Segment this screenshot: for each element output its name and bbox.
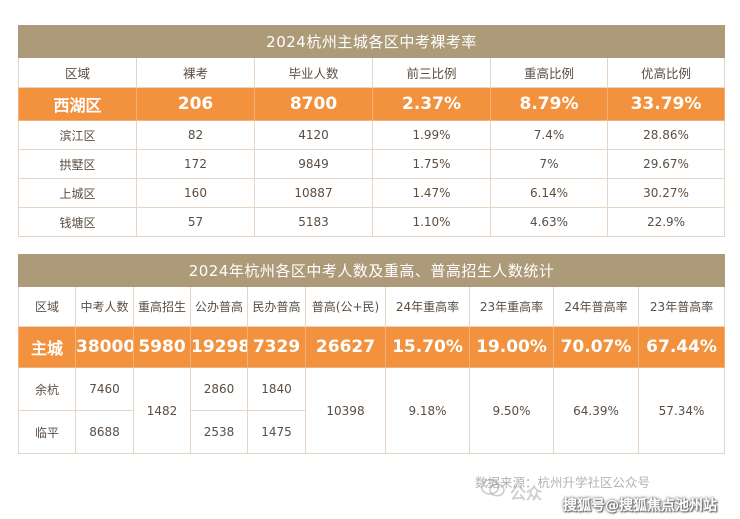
column-header: 区域 (18, 57, 137, 88)
table-cell: 7329 (247, 326, 306, 368)
column-header: 优高比例 (607, 57, 725, 88)
table-cell: 1.10% (372, 207, 491, 237)
highlight-row: 西湖区 206 8700 2.37% 8.79% 33.79% (18, 87, 725, 121)
column-header: 重高比例 (490, 57, 608, 88)
table-cell: 8.79% (490, 87, 608, 121)
table-cell: 7% (490, 149, 608, 179)
column-header: 重高招生 (133, 286, 191, 327)
table-cell: 西湖区 (18, 87, 137, 121)
table-cell: 4.63% (490, 207, 608, 237)
table-cell: 10887 (254, 178, 373, 208)
table-cell: 主城 (18, 326, 76, 368)
table-cell: 26627 (305, 326, 386, 368)
table-cell: 67.44% (637, 326, 726, 368)
table-row: 钱塘区 57 5183 1.10% 4.63% 22.9% (18, 207, 725, 237)
column-header: 裸考 (136, 57, 255, 88)
table-cell: 5980 (133, 326, 191, 368)
data-source-note: 数据来源：杭州升学社区公众号 (475, 475, 651, 490)
table-title: 2024杭州主城各区中考裸考率 (18, 25, 725, 58)
table-cell: 33.79% (607, 87, 725, 121)
enrollment-table: 2024年杭州各区中考人数及重高、普高招生人数统计 区域 中考人数 重高招生 公… (17, 254, 726, 454)
merged-cell: 9.18% (385, 367, 470, 454)
wechat-watermark: 公众 (510, 484, 543, 503)
table-cell: 4120 (254, 120, 373, 150)
table-cell: 上城区 (18, 178, 137, 208)
table-cell: 19.00% (469, 326, 554, 368)
merged-cell: 9.50% (469, 367, 554, 454)
table-cell: 206 (136, 87, 255, 121)
table-row: 临平 8688 2538 1475 (18, 410, 725, 454)
table-cell: 2.37% (372, 87, 491, 121)
column-header: 24年普高率 (553, 286, 639, 327)
table-cell: 57 (136, 207, 255, 237)
table-cell: 172 (136, 149, 255, 179)
table-cell: 82 (136, 120, 255, 150)
table-row: 余杭 7460 1482 2860 1840 10398 9.18% 9.50%… (18, 367, 726, 454)
table-cell: 8700 (254, 87, 373, 121)
table-cell: 29.67% (607, 149, 725, 179)
merged-cell: 57.34% (637, 367, 726, 454)
column-header: 普高(公+民) (305, 286, 386, 327)
table-cell: 1.99% (372, 120, 491, 150)
table-cell: 9849 (254, 149, 373, 179)
table-cell: 2538 (190, 410, 248, 454)
table-cell: 1840 (247, 367, 306, 411)
table-cell: 38000 (75, 326, 134, 368)
table-cell: 5183 (254, 207, 373, 237)
table-row: 上城区 160 10887 1.47% 6.14% 30.27% (18, 178, 725, 208)
column-header: 前三比例 (372, 57, 491, 88)
table-cell: 1.75% (372, 149, 491, 179)
table-cell: 19298 (190, 326, 248, 368)
table-row: 滨江区 82 4120 1.99% 7.4% 28.86% (18, 120, 725, 150)
merged-cell: 10398 (305, 367, 386, 454)
table-cell: 70.07% (553, 326, 639, 368)
column-header: 民办普高 (247, 286, 306, 327)
table-cell: 钱塘区 (18, 207, 137, 237)
table-cell: 临平 (18, 410, 76, 454)
column-header: 24年重高率 (385, 286, 470, 327)
merged-cell: 1482 (133, 367, 191, 454)
table-cell: 1.47% (372, 178, 491, 208)
exam-rate-table: 2024杭州主城各区中考裸考率 区域 裸考 毕业人数 前三比例 重高比例 优高比… (18, 25, 725, 237)
table-header-row: 区域 中考人数 重高招生 公办普高 民办普高 普高(公+民) 24年重高率 23… (18, 286, 726, 327)
table-cell: 滨江区 (18, 120, 137, 150)
table-cell: 6.14% (490, 178, 608, 208)
table-row: 拱墅区 172 9849 1.75% 7% 29.67% (18, 149, 725, 179)
table-cell: 15.70% (385, 326, 470, 368)
column-header: 23年普高率 (637, 286, 726, 327)
table-header-row: 区域 裸考 毕业人数 前三比例 重高比例 优高比例 (18, 57, 725, 88)
column-header: 毕业人数 (254, 57, 373, 88)
table-cell: 拱墅区 (18, 149, 137, 179)
table-cell: 2860 (190, 367, 248, 411)
table-cell: 1475 (247, 410, 306, 454)
column-header: 公办普高 (190, 286, 248, 327)
merged-cell: 64.39% (553, 367, 639, 454)
table-cell: 28.86% (607, 120, 725, 150)
highlight-row: 主城 38000 5980 19298 7329 26627 15.70% 19… (18, 326, 726, 368)
column-header: 23年重高率 (469, 286, 554, 327)
table-cell: 8688 (75, 410, 134, 454)
column-header: 中考人数 (75, 286, 134, 327)
table-cell: 余杭 (18, 367, 76, 411)
table-cell: 7460 (75, 367, 134, 411)
table-cell: 7.4% (490, 120, 608, 150)
table-title: 2024年杭州各区中考人数及重高、普高招生人数统计 (17, 254, 726, 287)
table-cell: 22.9% (607, 207, 725, 237)
table-cell: 160 (136, 178, 255, 208)
column-header: 区域 (18, 286, 76, 327)
wechat-icon (480, 479, 505, 497)
sohu-watermark: 搜狐号@搜狐焦点池州站 (563, 498, 717, 514)
table-cell: 30.27% (607, 178, 725, 208)
